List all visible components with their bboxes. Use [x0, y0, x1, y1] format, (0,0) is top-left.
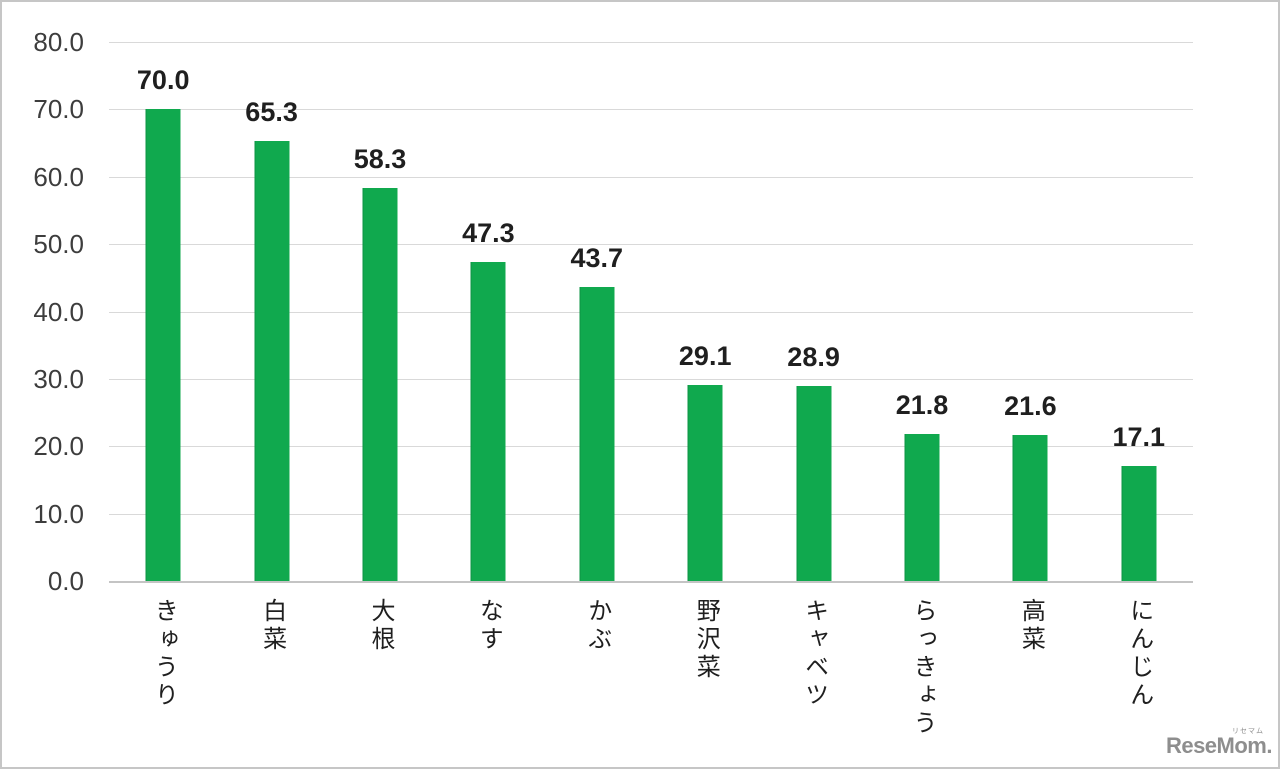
- gridline-80: [109, 42, 1193, 43]
- bar: [904, 434, 940, 581]
- bar: [1121, 465, 1157, 581]
- category-label-text: 高菜: [1017, 598, 1045, 654]
- gridline-50: [109, 244, 1193, 246]
- data-label: 29.1: [678, 340, 732, 371]
- bar: [579, 286, 615, 581]
- bar: [796, 386, 832, 581]
- gridline-20: [109, 446, 1193, 448]
- gridline-30: [109, 378, 1193, 380]
- data-label: 21.6: [1004, 391, 1057, 422]
- bar-slot: 28.9: [759, 42, 867, 581]
- gridline-10: [109, 513, 1193, 515]
- bar-slot: 21.8: [868, 42, 976, 581]
- category-label: きゅうり: [109, 598, 217, 710]
- bar-slot: 17.1: [1085, 42, 1193, 581]
- category-label: かぶ: [543, 598, 651, 654]
- data-label: 47.3: [462, 218, 515, 249]
- gridline-60: [109, 176, 1193, 178]
- data-label: 58.3: [353, 144, 407, 175]
- category-label: 大根: [326, 598, 434, 654]
- logo-ruby-text: リセマム: [1232, 728, 1264, 735]
- logo-text: ReseMom.: [1165, 733, 1273, 758]
- category-label-text: 大根: [366, 598, 394, 654]
- y-tick-label: 80.0: [33, 27, 84, 57]
- bar: [254, 141, 290, 581]
- gridline-40: [109, 311, 1193, 313]
- y-tick-label: 10.0: [33, 498, 84, 529]
- resemom-logo: リセマム ReseMom.: [1165, 728, 1273, 758]
- category-label-text: らっきょう: [908, 598, 936, 738]
- data-label: 43.7: [570, 242, 624, 273]
- y-tick-label: 20.0: [33, 431, 84, 462]
- bar-slot: 21.6: [976, 42, 1084, 581]
- bar-slot: 70.0: [109, 42, 217, 581]
- category-label-text: なす: [475, 598, 503, 654]
- y-tick-label: 0.0: [47, 566, 84, 596]
- category-label-text: キャベツ: [800, 598, 828, 710]
- bar: [687, 384, 723, 581]
- y-tick-label: 70.0: [33, 94, 84, 125]
- x-axis-line: [109, 581, 1193, 583]
- y-tick-label: 60.0: [33, 161, 84, 192]
- data-label: 65.3: [245, 97, 298, 128]
- bar: [1012, 435, 1048, 581]
- bar-slot: 29.1: [651, 42, 759, 581]
- category-label: なす: [434, 598, 542, 654]
- category-label: 高菜: [976, 598, 1084, 654]
- bar: [362, 188, 398, 581]
- category-label-text: かぶ: [583, 598, 611, 654]
- bar: [470, 262, 506, 581]
- y-tick-label: 40.0: [33, 296, 84, 327]
- data-label: 21.8: [895, 390, 949, 421]
- y-tick-label: 30.0: [33, 363, 84, 394]
- category-label-text: きゅうり: [150, 598, 178, 710]
- category-label: 野沢菜: [651, 598, 759, 682]
- category-label-text: 白菜: [258, 598, 286, 654]
- bar-slot: 65.3: [217, 42, 325, 581]
- bar-slot: 47.3: [434, 42, 542, 581]
- category-label: 白菜: [217, 598, 325, 654]
- data-label: 17.1: [1112, 421, 1166, 452]
- gridline-70: [109, 109, 1193, 111]
- category-label-text: にんじん: [1125, 598, 1153, 710]
- category-label-text: 野沢菜: [692, 598, 720, 682]
- bar: [145, 109, 181, 581]
- category-label: にんじん: [1085, 598, 1193, 710]
- bar-slot: 43.7: [543, 42, 651, 581]
- data-label: 70.0: [136, 65, 190, 96]
- category-label: キャベツ: [759, 598, 867, 710]
- y-tick-label: 50.0: [33, 229, 84, 260]
- category-label: らっきょう: [868, 598, 976, 738]
- bar-slot: 58.3: [326, 42, 434, 581]
- data-label: 28.9: [787, 342, 840, 373]
